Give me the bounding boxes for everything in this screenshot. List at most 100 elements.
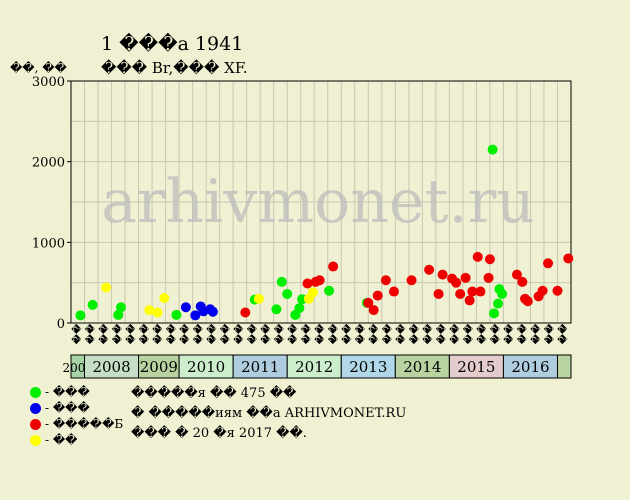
data-point <box>455 288 466 299</box>
info-line: � �����иям ��а ARHIVMONET.RU <box>131 406 407 421</box>
x-tick-label: �� <box>476 323 489 344</box>
data-point <box>543 258 554 269</box>
legend: - ��� - ��� - �����Б - �� <box>30 384 123 448</box>
data-point <box>368 305 379 316</box>
data-point <box>451 277 462 288</box>
y-tick-label: 1000 <box>32 236 65 251</box>
data-point <box>282 288 293 299</box>
data-point <box>424 264 435 275</box>
data-point <box>497 288 508 299</box>
data-point <box>433 288 444 299</box>
data-point <box>493 298 504 309</box>
x-tick-label: �� <box>286 323 299 344</box>
data-point <box>144 305 155 316</box>
legend-label: - �� <box>45 433 78 447</box>
data-points <box>75 144 574 321</box>
x-tick-label: �� <box>192 323 205 344</box>
x-tick-label: �� <box>178 323 191 344</box>
info-block: �����я �� 475 �� � �����иям ��а ARHIVMON… <box>131 384 406 444</box>
year-label: 2015 <box>457 358 495 376</box>
data-point <box>152 307 163 318</box>
x-tick-labels: �� �� �� �� �� �� �� �� �� �� �� �� �� �� �� �� �� �� �� ��… <box>70 323 569 344</box>
data-point <box>388 286 399 297</box>
data-point <box>537 285 548 296</box>
year-label: 2010 <box>187 358 225 376</box>
chart-title: 1 ���а 1941 <box>101 32 243 55</box>
x-tick-label: �� <box>124 323 137 344</box>
data-point <box>314 275 325 286</box>
x-tick-label: �� <box>449 323 462 344</box>
data-point <box>87 299 98 310</box>
data-point <box>271 304 282 315</box>
x-tick-label: �� <box>259 323 272 344</box>
data-point <box>522 296 533 307</box>
year-label: 2014 <box>403 358 441 376</box>
x-tick-label: �� <box>381 323 394 344</box>
legend-label: - ��� <box>45 385 90 399</box>
info-line: ��� � 20 �я 2017 ��. <box>131 426 307 441</box>
data-point <box>328 261 339 272</box>
x-tick-label: �� <box>354 323 367 344</box>
plot-frame <box>70 80 572 324</box>
data-point <box>517 276 528 287</box>
data-point <box>101 282 112 293</box>
legend-label: - ��� <box>45 401 90 415</box>
axes: 0 1000 2000 3000 <box>32 75 572 332</box>
data-point <box>487 144 498 155</box>
x-tick-label: �� <box>422 323 435 344</box>
data-point <box>207 306 218 317</box>
data-point <box>302 278 313 289</box>
data-point <box>563 253 574 264</box>
data-point <box>363 297 374 308</box>
chart-subtitle: ��� Br,��� XF. <box>101 59 248 77</box>
y-tick-label: 0 <box>57 317 65 332</box>
x-tick-label: �� <box>165 323 178 344</box>
data-point <box>483 272 494 283</box>
data-point <box>180 302 191 313</box>
year-label: 2009 <box>140 358 178 376</box>
year-label: 2008 <box>92 358 130 376</box>
legend-item: - ��� <box>30 400 123 416</box>
data-point <box>406 275 417 286</box>
legend-swatch <box>30 386 41 398</box>
data-point <box>472 251 483 262</box>
x-tick-label: �� <box>273 323 286 344</box>
data-point <box>464 295 475 306</box>
data-point <box>460 272 471 283</box>
x-tick-label: �� <box>138 323 151 344</box>
x-tick-label: �� <box>530 323 543 344</box>
data-point <box>437 269 448 280</box>
year-label: 2016 <box>511 358 549 376</box>
data-point <box>253 293 264 304</box>
x-tick-label: �� <box>395 323 408 344</box>
x-tick-label: �� <box>489 323 502 344</box>
x-tick-label: �� <box>300 323 313 344</box>
legend-label: - �����Б <box>45 417 124 431</box>
data-point <box>276 276 287 287</box>
data-point <box>484 254 495 265</box>
y-axis-label: ��, �� <box>10 61 68 75</box>
data-point <box>190 310 201 321</box>
legend-item: - ��� <box>30 384 123 400</box>
data-point <box>475 286 486 297</box>
year-label: 2012 <box>295 358 333 376</box>
data-point <box>240 307 251 318</box>
x-tick-label: �� <box>232 323 245 344</box>
x-tick-label: �� <box>557 323 570 344</box>
watermark: arhivmonet.ru <box>101 167 535 237</box>
data-point <box>113 309 124 320</box>
data-point <box>171 309 182 320</box>
data-point <box>75 310 86 321</box>
legend-swatch <box>30 434 41 446</box>
x-tick-label: �� <box>84 323 97 344</box>
data-point <box>380 275 391 286</box>
x-tick-label: �� <box>341 323 354 344</box>
legend-item: - �����Б <box>30 416 123 432</box>
data-point <box>372 290 383 301</box>
x-tick-label: �� <box>219 323 232 344</box>
x-tick-label: �� <box>246 323 259 344</box>
x-tick-label: �� <box>205 323 218 344</box>
data-point <box>324 285 335 296</box>
x-tick-label: �� <box>70 323 83 344</box>
